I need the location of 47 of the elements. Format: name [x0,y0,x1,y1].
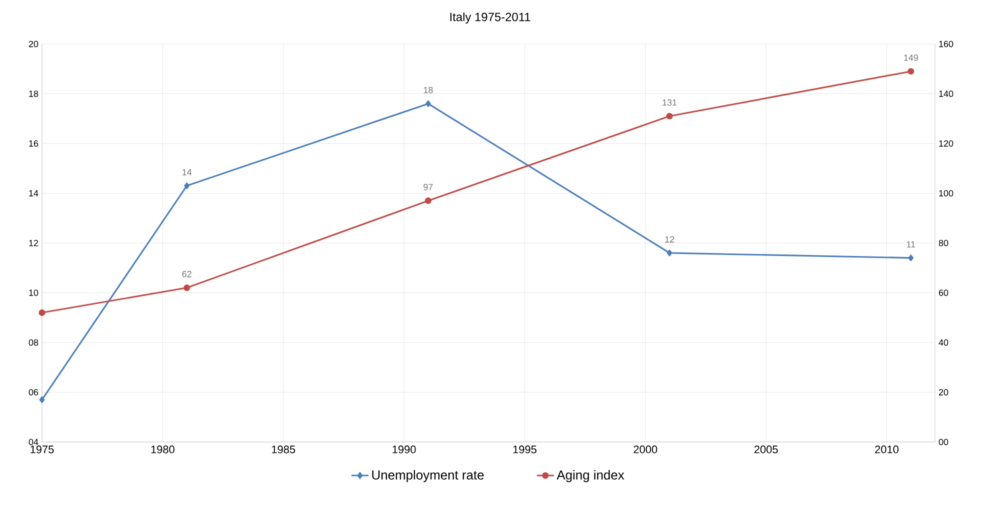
data-label: 18 [424,86,433,94]
x-tick-label: 1980 [151,446,174,454]
y2-tick-label: 140 [939,90,954,97]
data-label: 97 [424,184,433,190]
point [184,284,190,292]
x-tick-label: 1975 [30,446,54,454]
y-tick-label: 04 [28,438,38,446]
point [426,100,431,107]
y-tick-label: 10 [29,290,38,296]
x-tick-label: 2000 [634,446,658,454]
data-label: 131 [662,99,677,106]
y2-tick-label: 20 [938,389,948,396]
x-tick-label: 2010 [875,446,898,454]
y2-tick-label: 80 [938,240,948,246]
legend-label: Aging index [556,470,624,482]
point [184,182,190,190]
data-label: 149 [904,54,918,61]
y-tick-label: 18 [29,90,38,97]
point [424,197,432,204]
y-tick-label: 08 [28,339,38,346]
x-tick-label: 1995 [513,446,536,454]
point [908,68,914,75]
y2-tick-label: 100 [939,190,954,196]
point [666,250,672,256]
chart-title: Italy 1975-2011 [450,12,530,24]
data-label: 14 [182,169,192,176]
point [38,309,46,316]
y-tick-label: 12 [29,240,38,246]
x-tick-label: 1990 [392,446,416,454]
point [666,112,673,120]
y-tick-label: 20 [28,40,38,48]
point [908,254,914,262]
point [39,396,45,404]
legend-label: Unemployment rate [372,470,484,482]
y2-tick-label: 40 [938,339,948,346]
y2-tick-label: 00 [938,438,948,446]
x-tick-label: 1985 [272,446,296,454]
y-tick-label: 06 [28,389,38,396]
y2-tick-label: 160 [939,40,954,48]
data-label: 12 [665,236,674,242]
y2-tick-label: 120 [939,140,954,147]
data-label: 62 [182,270,192,278]
y2-tick-label: 60 [938,290,948,296]
y-tick-label: 14 [29,190,38,196]
data-label: 11 [906,241,916,248]
x-tick-label: 2005 [754,446,778,454]
y-tick-label: 16 [29,140,38,147]
